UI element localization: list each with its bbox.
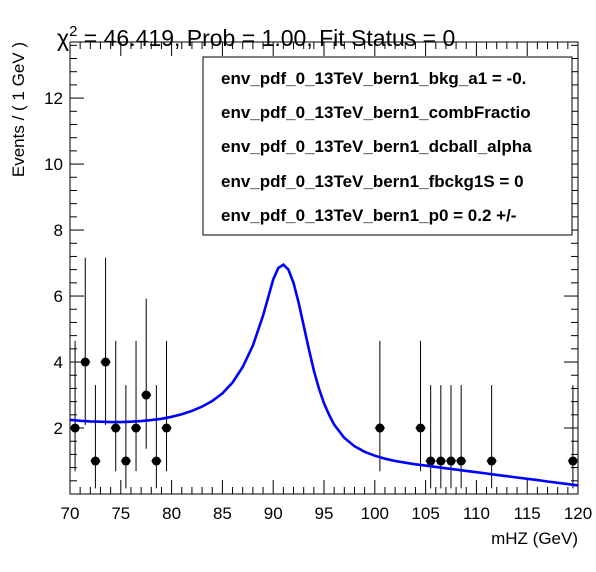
point-marker bbox=[568, 456, 578, 466]
data-point bbox=[130, 340, 142, 472]
data-point bbox=[80, 257, 91, 426]
data-point bbox=[374, 340, 385, 472]
data-point bbox=[70, 340, 81, 472]
point-marker bbox=[446, 456, 456, 466]
x-tick-label: 80 bbox=[162, 504, 181, 523]
point-marker bbox=[416, 423, 426, 433]
x-tick-label: 110 bbox=[463, 504, 490, 523]
title-chi: χ bbox=[57, 25, 69, 51]
legend-entry-fbckg1s: env_pdf_0_13TeV_bern1_fbckg1S = 0 bbox=[221, 172, 524, 191]
title-sup: 2 bbox=[69, 23, 77, 40]
data-point bbox=[161, 340, 172, 472]
point-marker bbox=[80, 357, 90, 367]
data-point bbox=[445, 385, 457, 489]
data-point bbox=[90, 385, 101, 489]
data-point bbox=[110, 340, 121, 472]
y-tick-label: 2 bbox=[54, 419, 63, 438]
data-point bbox=[567, 385, 578, 489]
y-tick-label: 12 bbox=[44, 89, 63, 108]
data-point bbox=[425, 385, 436, 489]
x-tick-label: 120 bbox=[564, 504, 592, 523]
legend-box bbox=[202, 56, 573, 236]
legend: env_pdf_0_13TeV_bern1_bkg_a1 = -0. env_p… bbox=[202, 56, 573, 236]
x-tick-labels: 70 75 80 85 90 95 100 105 110 115 120 bbox=[61, 504, 593, 523]
data-point bbox=[415, 340, 426, 472]
data-point bbox=[141, 298, 152, 449]
point-marker bbox=[151, 456, 161, 466]
legend-entry-p0: env_pdf_0_13TeV_bern1_p0 = 0.2 +/- bbox=[221, 206, 516, 225]
x-tick-label: 115 bbox=[514, 504, 541, 523]
data-point bbox=[120, 385, 131, 489]
point-marker bbox=[101, 357, 111, 367]
y-tick-label: 8 bbox=[54, 221, 63, 240]
axis-ticks bbox=[69, 42, 579, 495]
data-point bbox=[100, 257, 111, 426]
point-marker bbox=[70, 423, 80, 433]
x-tick-label: 100 bbox=[361, 504, 389, 523]
legend-clip: env_pdf_0_13TeV_bern1_bkg_a1 = -0. env_p… bbox=[221, 69, 532, 225]
data-point bbox=[151, 385, 162, 489]
data-point bbox=[456, 385, 467, 489]
legend-entry-dcball-alpha: env_pdf_0_13TeV_bern1_dcball_alpha bbox=[221, 137, 532, 156]
legend-entry-comb-fraction: env_pdf_0_13TeV_bern1_combFractio bbox=[221, 103, 531, 122]
point-marker bbox=[121, 456, 131, 466]
data-point bbox=[435, 385, 446, 489]
y-tick-labels: 2 4 6 8 10 12 bbox=[44, 89, 63, 438]
data-point bbox=[486, 385, 497, 489]
x-tick-label: 70 bbox=[61, 504, 80, 523]
y-axis-title: Events / ( 1 GeV ) bbox=[9, 42, 28, 177]
point-marker bbox=[375, 423, 385, 433]
point-marker bbox=[426, 456, 436, 466]
y-tick-label: 10 bbox=[44, 155, 63, 174]
x-tick-label: 90 bbox=[264, 504, 283, 523]
y-tick-label: 6 bbox=[54, 287, 63, 306]
chart-title: χ2 = 46.419, Prob = 1.00, Fit Status = 0 bbox=[57, 23, 455, 51]
point-marker bbox=[456, 456, 466, 466]
x-tick-label: 105 bbox=[411, 504, 439, 523]
title-rest: = 46.419, Prob = 1.00, Fit Status = 0 bbox=[77, 25, 455, 51]
point-marker bbox=[162, 423, 172, 433]
fit-curve bbox=[69, 263, 579, 487]
x-tick-label: 75 bbox=[111, 504, 130, 523]
point-marker bbox=[487, 456, 497, 466]
point-marker bbox=[131, 423, 141, 433]
y-tick-label: 4 bbox=[54, 353, 63, 372]
point-marker bbox=[90, 456, 100, 466]
data-points bbox=[70, 257, 578, 489]
x-tick-label: 95 bbox=[315, 504, 334, 523]
x-axis-title: mHZ (GeV) bbox=[491, 529, 578, 548]
point-marker bbox=[141, 390, 151, 400]
x-tick-label: 85 bbox=[213, 504, 232, 523]
point-marker bbox=[436, 456, 446, 466]
point-marker bbox=[111, 423, 121, 433]
legend-entry-bkg-a1: env_pdf_0_13TeV_bern1_bkg_a1 = -0. bbox=[221, 69, 526, 88]
